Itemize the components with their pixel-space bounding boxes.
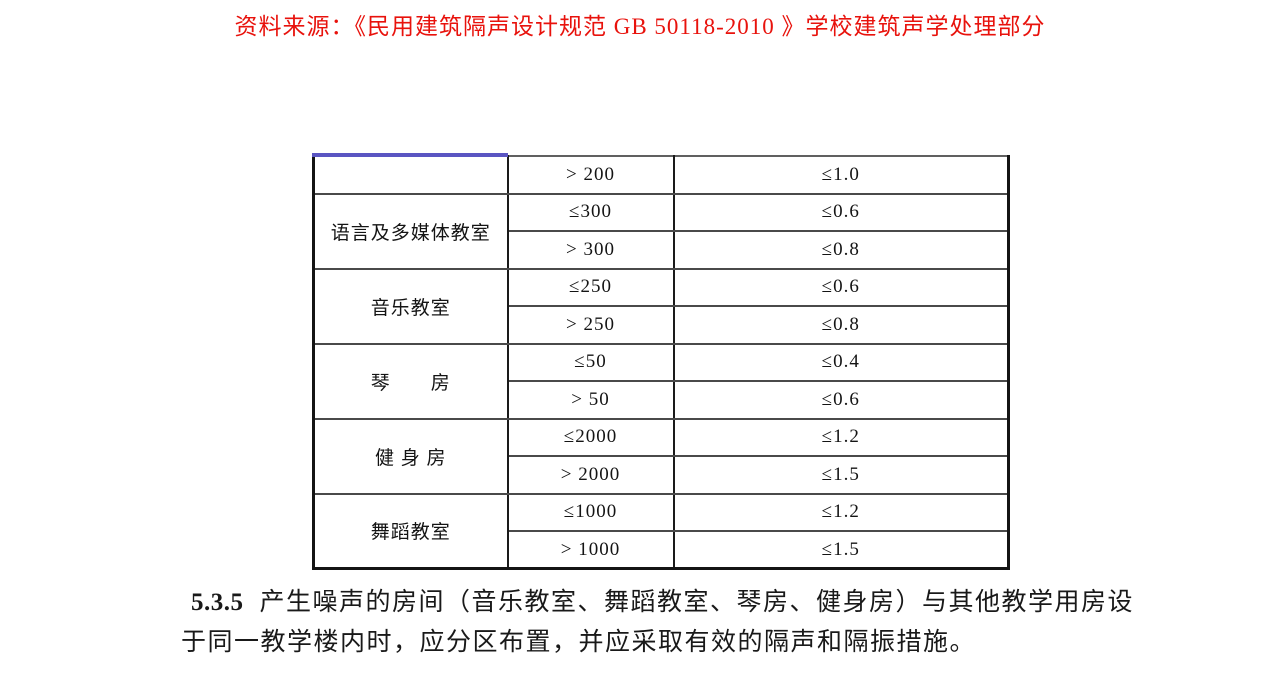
limit-cell: ≤1.5	[672, 530, 1010, 570]
room-cell: 音乐教室	[312, 267, 509, 345]
clause-5-3-5: 5.3.5 产生噪声的房间（音乐教室、舞蹈教室、琴房、健身房）与其他教学用房设 于…	[181, 583, 1191, 663]
table-row: > 2000 ≤1.5	[314, 455, 1010, 495]
capacity-cell: > 2000	[506, 455, 675, 495]
table-row: 健 身 房 ≤2000 ≤1.2	[312, 417, 1010, 495]
capacity-cell: > 250	[506, 305, 675, 345]
room-cell: 健 身 房	[312, 417, 509, 495]
clause-text-line1: 产生噪声的房间（音乐教室、舞蹈教室、琴房、健身房）与其他教学用房设	[259, 589, 1135, 616]
capacity-cell: > 1000	[506, 530, 675, 570]
limit-cell: ≤0.8	[672, 230, 1010, 270]
capacity-cell: ≤250	[506, 267, 675, 307]
limit-cell: ≤1.0	[672, 155, 1010, 195]
capacity-cell: > 50	[506, 380, 675, 420]
table-row: > 200 ≤1.0	[312, 155, 1010, 195]
limit-cell: ≤0.6	[672, 380, 1010, 420]
limit-cell: ≤1.5	[672, 455, 1010, 495]
table-row: 音乐教室 ≤250 ≤0.6	[312, 267, 1010, 345]
limit-cell: ≤0.6	[672, 267, 1010, 307]
room-cell: 舞蹈教室	[312, 492, 509, 570]
table-row: > 250 ≤0.8	[314, 305, 1010, 345]
blue-top-rule	[312, 153, 508, 157]
room-cell: 琴 房	[312, 342, 509, 420]
clause-line-1: 5.3.5 产生噪声的房间（音乐教室、舞蹈教室、琴房、健身房）与其他教学用房设	[181, 583, 1191, 623]
table-row: > 50 ≤0.6	[314, 380, 1010, 420]
table-row: > 1000 ≤1.5	[314, 530, 1010, 570]
clause-number: 5.3.5	[191, 589, 244, 616]
capacity-cell: > 200	[506, 155, 675, 195]
table-row: > 300 ≤0.8	[314, 230, 1010, 270]
table-row: 琴 房 ≤50 ≤0.4	[312, 342, 1010, 420]
capacity-cell: ≤1000	[506, 492, 675, 532]
capacity-cell: > 300	[506, 230, 675, 270]
limit-cell: ≤0.8	[672, 305, 1010, 345]
room-cell	[312, 155, 509, 195]
capacity-cell: ≤2000	[506, 417, 675, 457]
reverberation-limit-table: > 200 ≤1.0 语言及多媒体教室 ≤300 ≤0.6 > 300 ≤0.8…	[312, 155, 1010, 570]
capacity-cell: ≤50	[506, 342, 675, 382]
capacity-cell: ≤300	[506, 192, 675, 232]
limit-cell: ≤0.4	[672, 342, 1010, 382]
limit-cell: ≤1.2	[672, 417, 1010, 457]
source-reference-title: 资料来源：《民用建筑隔声设计规范 GB 50118-2010 》学校建筑声学处理…	[234, 14, 1046, 39]
table-row: 语言及多媒体教室 ≤300 ≤0.6	[312, 192, 1010, 270]
room-cell: 语言及多媒体教室	[312, 192, 509, 270]
limit-cell: ≤0.6	[672, 192, 1010, 232]
clause-text-line2: 于同一教学楼内时，应分区布置，并应采取有效的隔声和隔振措施。	[181, 629, 977, 656]
limit-cell: ≤1.2	[672, 492, 1010, 532]
table-row: 舞蹈教室 ≤1000 ≤1.2	[312, 492, 1010, 570]
